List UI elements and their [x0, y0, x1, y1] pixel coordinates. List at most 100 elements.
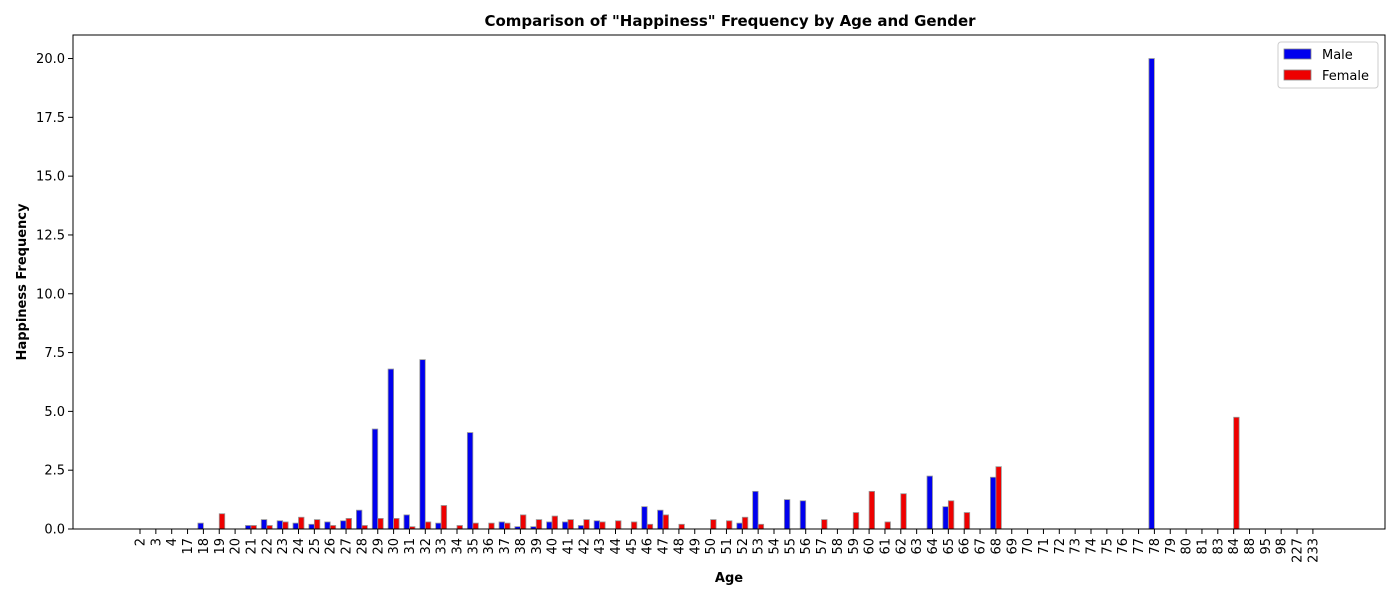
- x-tick-label: 3: [149, 538, 164, 546]
- x-tick-label: 54: [768, 538, 783, 555]
- x-tick-label: 27: [340, 538, 355, 555]
- x-tick-label: 39: [530, 538, 545, 555]
- x-tick-label: 23: [276, 538, 291, 555]
- x-tick-label: 47: [657, 538, 672, 555]
- x-tick-label: 62: [894, 538, 909, 555]
- x-tick-label: 21: [244, 538, 259, 555]
- x-tick-label: 98: [1275, 538, 1290, 555]
- x-tick-label: 28: [355, 538, 370, 555]
- bar-female: [393, 518, 400, 530]
- bar-female: [520, 514, 527, 530]
- bar-male: [387, 368, 395, 530]
- x-tick-label: 41: [561, 538, 576, 555]
- x-tick-label: 34: [451, 538, 466, 555]
- chart-title: Comparison of "Happiness" Frequency by A…: [484, 12, 976, 30]
- y-tick-label: 10.0: [36, 287, 65, 302]
- x-tick-label: 22: [260, 538, 275, 555]
- bar-female: [583, 519, 590, 530]
- bar-female: [995, 466, 1002, 530]
- bar-female: [472, 522, 479, 530]
- bar-female: [440, 505, 448, 530]
- y-tick-label: 15.0: [36, 170, 65, 185]
- x-tick-label: 2: [134, 538, 149, 546]
- plot-area: [197, 58, 1240, 530]
- x-tick-label: 53: [752, 538, 767, 555]
- x-tick-label: 57: [815, 538, 830, 555]
- bar-male: [783, 499, 791, 530]
- bar-female: [1233, 416, 1240, 530]
- x-tick-label: 26: [324, 538, 339, 555]
- x-axis-label: Age: [715, 571, 743, 586]
- x-tick-label: 63: [910, 538, 925, 555]
- x-tick-label: 80: [1180, 538, 1195, 555]
- bar-female: [329, 525, 337, 530]
- bar-female: [361, 525, 368, 530]
- x-tick-label: 43: [593, 538, 608, 555]
- y-tick-label: 17.5: [36, 111, 65, 126]
- bar-female: [884, 521, 891, 530]
- x-tick-label: 84: [1227, 538, 1242, 555]
- x-tick-label: 29: [371, 538, 386, 555]
- y-axis-label: Happiness Frequency: [15, 203, 30, 360]
- x-tick-label: 37: [498, 538, 513, 555]
- bar-male: [752, 490, 759, 530]
- bar-female: [345, 518, 352, 530]
- x-tick-label: 95: [1259, 538, 1274, 555]
- bar-male: [942, 506, 949, 530]
- bar-female: [726, 520, 733, 530]
- bar-female: [313, 519, 321, 530]
- x-tick-label: 83: [1211, 538, 1226, 555]
- x-tick-label: 73: [1069, 538, 1084, 555]
- bar-male: [657, 509, 664, 530]
- bar-female: [852, 512, 860, 530]
- x-tick-label: 19: [213, 538, 228, 555]
- x-tick-label: 64: [926, 538, 941, 555]
- x-tick-label: 50: [704, 538, 719, 555]
- bar-male: [276, 520, 284, 530]
- legend-swatch-female: [1283, 69, 1312, 81]
- y-tick-label: 12.5: [36, 228, 65, 243]
- bar-male: [419, 359, 426, 530]
- bar-female: [615, 520, 622, 530]
- bar-female: [646, 523, 654, 530]
- x-tick-label: 75: [1100, 538, 1115, 555]
- x-tick-label: 32: [419, 538, 434, 555]
- bar-female: [504, 522, 511, 530]
- bar-male: [245, 525, 252, 530]
- x-tick-label: 59: [847, 538, 862, 555]
- bar-male: [641, 506, 648, 530]
- bar-female: [266, 525, 273, 530]
- bar-male: [435, 522, 442, 530]
- bar-female: [662, 514, 669, 530]
- bar-female: [630, 521, 638, 530]
- x-tick-label: 35: [466, 538, 481, 555]
- bar-male: [799, 500, 807, 530]
- bar-female: [567, 519, 574, 530]
- x-tick-label: 38: [514, 538, 529, 555]
- x-tick-label: 46: [641, 538, 656, 555]
- bar-female: [298, 516, 305, 530]
- bar-female: [868, 490, 875, 530]
- x-tick-label: 70: [1021, 538, 1036, 555]
- bar-male: [577, 525, 585, 530]
- bar-female: [535, 519, 543, 530]
- x-tick-label: 61: [878, 538, 893, 555]
- bar-female: [900, 493, 907, 530]
- bar-male: [355, 509, 363, 530]
- x-tick-label: 40: [546, 538, 561, 555]
- bar-male: [926, 475, 933, 530]
- y-tick-label: 20.0: [36, 52, 65, 67]
- x-tick-label: 69: [1005, 538, 1020, 555]
- bar-female: [282, 521, 289, 530]
- x-tick-label: 20: [229, 538, 244, 555]
- x-tick-label: 4: [165, 538, 180, 546]
- x-tick-label: 79: [1164, 538, 1179, 555]
- legend-label-male: Male: [1322, 48, 1353, 63]
- x-tick-label: 51: [720, 538, 735, 555]
- bar-female: [963, 512, 971, 530]
- bar-male: [340, 520, 347, 530]
- x-tick-label: 42: [577, 538, 592, 555]
- bar-male: [498, 521, 505, 530]
- y-axis: 0.0 2.5 5.0 7.5 10.0 12.5 15.0 17.5 20.0: [36, 52, 73, 538]
